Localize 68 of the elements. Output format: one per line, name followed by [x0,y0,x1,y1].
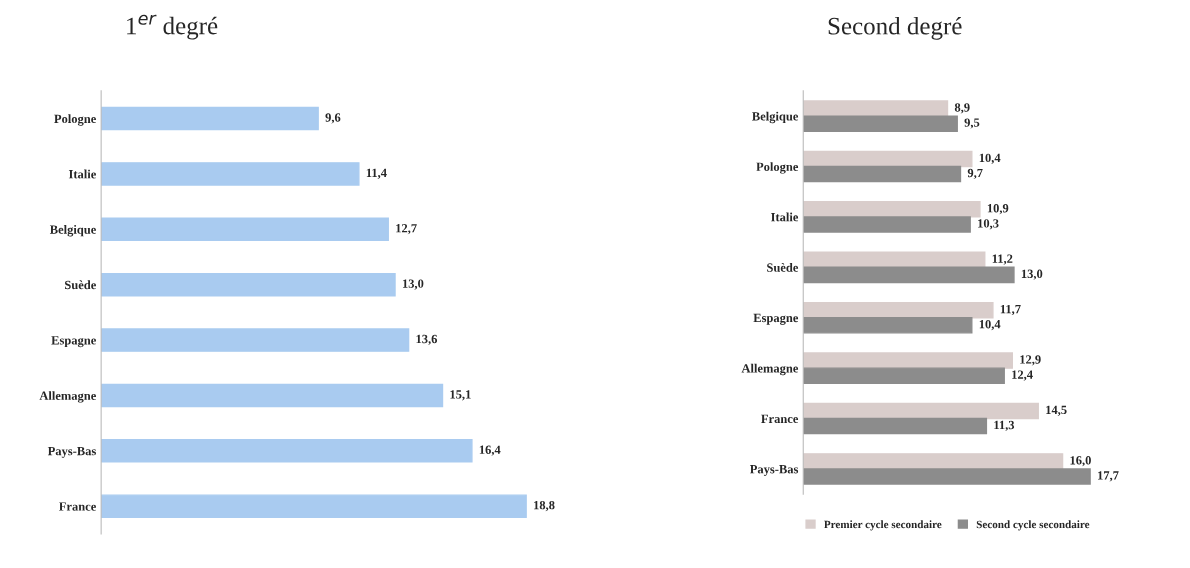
bar [803,402,1039,420]
bar [803,453,1064,470]
y-tick-label: Pays-Bas [47,446,96,458]
bar [803,468,1091,485]
bar [101,106,319,131]
data-label: 11,7 [1000,304,1021,316]
data-label: 9,7 [967,168,983,179]
chart-title: 1$^{er}$ degré [127,14,218,40]
bar [101,439,473,463]
bar [803,317,973,334]
data-label: 13,0 [1021,269,1043,280]
data-label: 16,0 [1070,456,1091,467]
data-label: 12,7 [396,224,417,235]
chart-title: Second degré [828,16,962,40]
bar [803,352,1014,369]
data-label: 9,5 [964,118,980,129]
bar [101,162,360,186]
bar [101,217,389,242]
y-tick-label: Espagne [753,313,799,325]
y-tick-label: Belgique [49,224,96,237]
y-tick-label: Pologne [54,114,96,126]
bar [803,417,988,435]
data-label: 15,1 [450,390,471,401]
data-label: 14,5 [1046,405,1067,416]
bar [803,100,949,117]
bar [803,367,1005,384]
data-label: 10,9 [987,204,1009,215]
data-label: 8,9 [954,103,970,114]
y-tick-label: Italie [771,212,799,222]
data-label: 12,9 [1020,355,1041,366]
bar [803,115,958,132]
bar [803,251,986,269]
y-tick-label: Allemagne [741,363,799,376]
data-label: 11,3 [994,420,1015,432]
data-label: 16,4 [479,445,501,456]
bar [101,383,444,408]
data-label: 13,6 [416,334,438,346]
y-tick-label: Belgique [752,111,799,124]
legend-label: Second cycle secondaire [976,520,1090,531]
bar [803,150,973,168]
legend-label: Premier cycle secondaire [824,520,942,531]
data-label: 12,4 [1012,370,1033,381]
data-label: 10,4 [979,153,1001,164]
data-label: 11,4 [366,168,387,179]
data-label: 9,6 [325,113,341,124]
y-tick-label: Pologne [756,162,799,174]
y-tick-label: Italie [68,169,96,179]
data-label: 11,2 [992,254,1013,265]
y-tick-label: Suède [65,280,96,290]
y-tick-label: France [59,502,96,511]
bar [803,301,994,319]
y-tick-label: Pays-Bas [749,465,799,476]
bar [101,272,396,297]
data-label: 18,8 [534,500,555,512]
bar [803,201,981,218]
bar [101,494,527,519]
data-label: 10,4 [979,319,1001,331]
y-tick-label: Suède [767,262,799,272]
y-tick-label: Espagne [51,336,96,348]
data-label: 10,3 [978,219,999,230]
data-label: 13,0 [402,279,424,290]
bar [803,266,1015,284]
bar [101,328,410,352]
data-label: 17,7 [1098,471,1119,482]
y-tick-label: France [761,414,799,423]
y-tick-label: Allemagne [39,391,96,403]
bar [803,216,971,233]
bar [803,165,962,183]
